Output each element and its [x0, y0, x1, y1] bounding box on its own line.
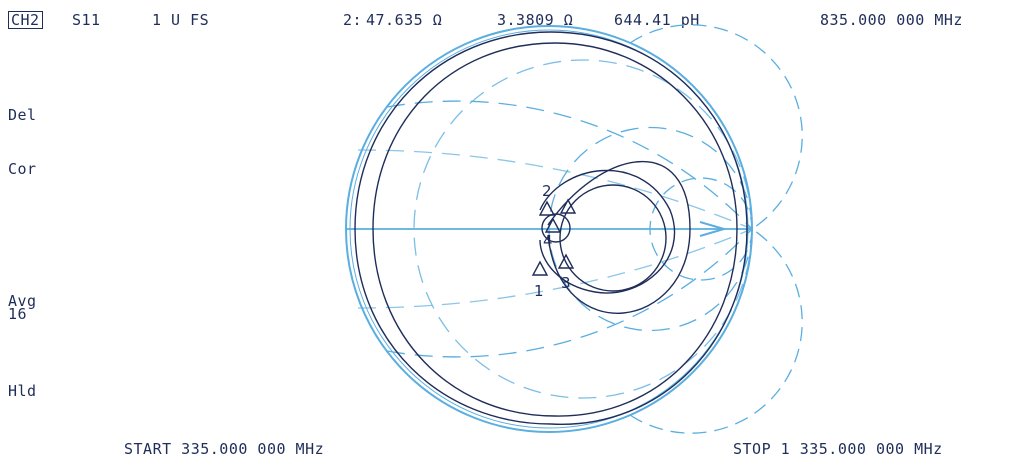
stop-frequency: STOP 1 335.000 000 MHz: [733, 440, 943, 458]
channel-indicator: CH2: [8, 11, 43, 29]
start-frequency: START 335.000 000 MHz: [124, 440, 325, 458]
delay-annotation: Del: [8, 106, 37, 124]
marker-2b-triangle: [559, 198, 577, 214]
marker-number: 2:: [343, 11, 363, 29]
marker-equivalent: 644.41 pH: [614, 11, 700, 29]
smith-grid: [345, 24, 803, 434]
marker-4-triangle: [544, 217, 562, 233]
hold-annotation: Hld: [8, 382, 37, 400]
marker-3-triangle: [557, 253, 575, 269]
format-label: 1 U FS: [152, 11, 210, 29]
correction-annotation: Cor: [8, 160, 37, 178]
x-arc-pos-0.5: [386, 100, 753, 230]
marker-2-label: 2: [542, 182, 552, 200]
trace-outer-loop: [354, 31, 748, 425]
markers: 1 2 3 4: [531, 182, 577, 300]
trace-big-loop: [547, 160, 691, 314]
s11-trace: [354, 31, 748, 425]
x-arc-pos-1: [548, 25, 753, 230]
x-arc-neg-0.2: [357, 228, 753, 309]
marker-resistance: 47.635 Ω: [366, 11, 443, 29]
marker-frequency: 835.000 000 MHz: [820, 11, 963, 29]
marker-3-label: 3: [561, 274, 571, 292]
x-arc-neg-0.5: [386, 228, 753, 358]
marker-1-triangle: [531, 260, 549, 276]
marker-2-triangle: [538, 200, 556, 216]
arrow-head: [699, 221, 728, 237]
parameter-label: S11: [72, 11, 101, 29]
x-arc-neg-1: [548, 228, 753, 433]
trace-center-knot: [541, 213, 571, 243]
trace-second-loop: [372, 42, 738, 417]
trace-inner-loop: [539, 169, 676, 294]
trace-small-circle: [559, 184, 667, 292]
x-arc-neg-2: [629, 228, 803, 434]
averaging-factor: 16: [8, 305, 28, 323]
averaging-annotation: Avg: [8, 292, 37, 310]
marker-4-label: 4: [543, 232, 553, 250]
x-arc-pos-2: [629, 24, 803, 230]
marker-reactance: 3.3809 Ω: [497, 11, 574, 29]
x-arc-pos-0.2: [357, 149, 753, 230]
marker-1-label: 1: [534, 282, 544, 300]
